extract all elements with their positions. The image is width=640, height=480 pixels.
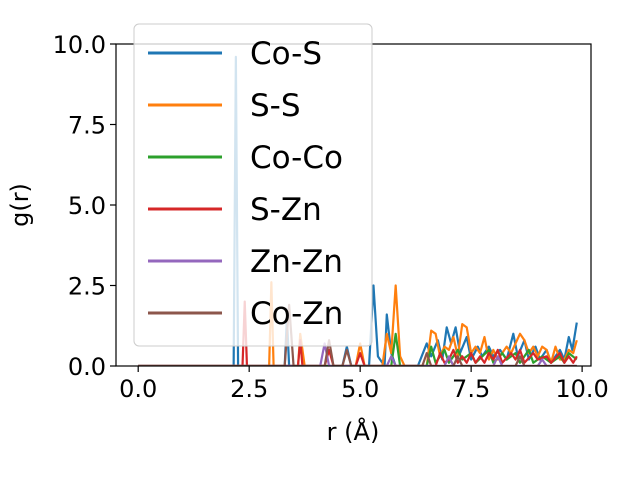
y-tick-label: 0.0 [68,353,106,381]
y-tick-label: 7.5 [68,112,106,140]
legend-label: Co-S [250,36,322,72]
y-axis: 0.0 2.5 5.0 7.5 10.0 [53,31,116,381]
series-line-zn-zn [138,342,577,366]
x-tick-label: 2.5 [230,375,268,403]
x-tick-label: 0.0 [119,375,157,403]
legend-label: Zn-Zn [250,244,343,280]
x-axis-label: r (Å) [327,417,380,446]
series-line-s-zn [138,300,578,366]
legend-label: Co-Co [250,140,343,176]
x-tick-label: 5.0 [341,375,379,403]
legend-label: Co-Zn [250,296,343,332]
x-tick-label: 10.0 [555,375,608,403]
y-tick-label: 2.5 [68,273,106,301]
legend: Co-S S-S Co-Co S-Zn Zn-Zn Co-Zn [133,23,373,347]
y-tick-label: 5.0 [68,192,106,220]
x-tick-label: 7.5 [452,375,490,403]
y-axis-label: g(r) [6,183,34,227]
y-tick-label: 10.0 [53,31,106,59]
x-axis: 0.0 2.5 5.0 7.5 10.0 [119,366,609,403]
legend-label: S-Zn [250,192,322,228]
legend-label: S-S [250,88,301,124]
